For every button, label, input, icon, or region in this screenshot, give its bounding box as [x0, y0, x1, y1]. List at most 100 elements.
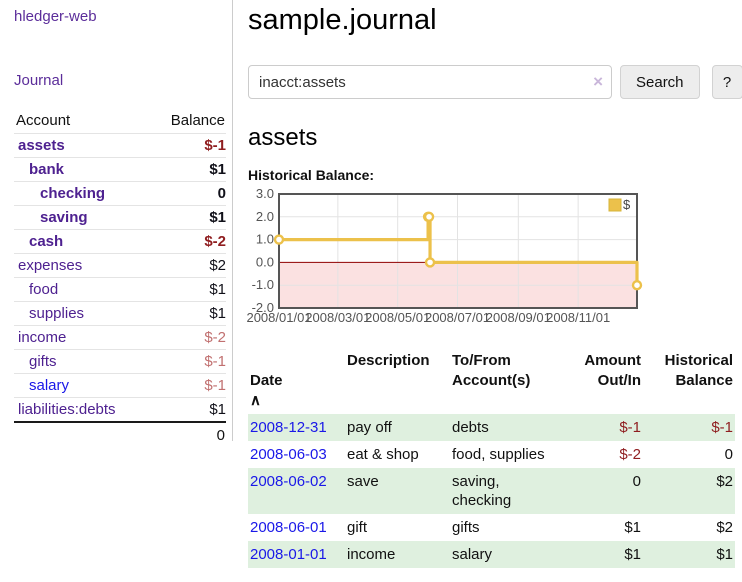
account-link-gifts[interactable]: gifts — [29, 353, 57, 370]
account-link-cash[interactable]: cash — [29, 233, 64, 250]
transaction-balance: $-1 — [711, 419, 733, 437]
svg-text:2008/05/01: 2008/05/01 — [365, 310, 430, 325]
transaction-balance: $1 — [716, 546, 733, 564]
svg-text:1.0: 1.0 — [256, 232, 274, 247]
transaction-date-link[interactable]: 2008-12-31 — [250, 419, 327, 437]
app-brand: hledger-web — [14, 8, 226, 25]
account-balance: $-1 — [204, 137, 226, 154]
transaction-date-link[interactable]: 2008-06-02 — [250, 473, 327, 491]
account-balance: $1 — [209, 209, 226, 226]
account-link-liabilities-debts[interactable]: liabilities:debts — [18, 401, 116, 418]
search-button[interactable]: Search — [620, 65, 700, 100]
account-link-saving[interactable]: saving — [40, 209, 88, 226]
account-row-checking: checking 0 — [14, 181, 226, 206]
chart-container: 2008/01/01 2008/03/01 2008/05/01 2008/07/01… — [246, 186, 742, 329]
sort-ascending-icon: ∧ — [250, 392, 261, 410]
account-link-bank[interactable]: bank — [29, 161, 65, 178]
account-balance: $1 — [209, 305, 226, 322]
transaction-accounts: debts — [452, 419, 489, 437]
accounts-total-row: 0 — [14, 422, 226, 447]
account-link-checking[interactable]: checking — [40, 185, 106, 202]
account-balance: $2 — [209, 257, 226, 274]
svg-text:2008/01/01: 2008/01/01 — [246, 310, 311, 325]
account-row-expenses: expenses $2 — [14, 253, 226, 278]
svg-text:2008/07/01: 2008/07/01 — [425, 310, 490, 325]
transaction-date-link[interactable]: 2008-06-03 — [250, 446, 327, 464]
svg-text:-1.0: -1.0 — [252, 278, 274, 293]
help-button[interactable]: ? — [711, 65, 742, 100]
accounts-header-balance: Balance — [170, 112, 225, 129]
svg-text:2008/11/01: 2008/11/01 — [546, 310, 610, 325]
register-table: Date ∧ Description To/From Account(s) Am… — [248, 348, 735, 569]
register-row: 2008-12-31 pay off debts $-1 $-1 — [248, 414, 735, 442]
page: hledger-web Journal Account Balance asse… — [0, 0, 742, 569]
account-row-assets: assets $-1 — [14, 133, 226, 158]
register-header-amount: Amount Out/In — [584, 352, 641, 390]
account-link-expenses[interactable]: expenses — [18, 257, 83, 274]
date-header-label: Date — [250, 372, 283, 390]
account-row-income: income $-2 — [14, 325, 226, 350]
account-row-bank: bank $1 — [14, 157, 226, 182]
transaction-accounts: gifts — [452, 519, 480, 537]
account-row-cash: cash $-2 — [14, 229, 226, 254]
transaction-balance: $2 — [716, 473, 733, 491]
account-row-salary: salary $-1 — [14, 373, 226, 398]
transaction-amount: 0 — [632, 473, 641, 491]
transaction-amount: $1 — [624, 546, 641, 564]
svg-text:$: $ — [623, 197, 631, 212]
account-balance: $-1 — [204, 353, 226, 370]
account-link-assets[interactable]: assets — [18, 137, 65, 154]
register-header-balance: Historical Balance — [664, 352, 733, 390]
account-row-saving: saving $1 — [14, 205, 226, 230]
account-balance: $1 — [209, 401, 226, 418]
transaction-description: pay off — [347, 419, 392, 437]
transaction-description: eat & shop — [347, 446, 419, 464]
transaction-description: save — [347, 473, 379, 491]
transaction-accounts: food, supplies — [452, 446, 545, 464]
account-link-food[interactable]: food — [29, 281, 59, 298]
sidebar: hledger-web Journal Account Balance asse… — [0, 0, 233, 444]
main-content: sample.journal × Search ? assets Histori… — [233, 0, 742, 569]
transaction-accounts: saving, checking — [452, 473, 512, 510]
account-link-supplies[interactable]: supplies — [29, 305, 85, 322]
account-link-salary[interactable]: salary — [29, 377, 70, 394]
account-balance: $-2 — [204, 233, 226, 250]
transaction-date-link[interactable]: 2008-01-01 — [250, 546, 327, 564]
svg-text:-2.0: -2.0 — [252, 300, 274, 315]
register-row: 2008-06-01 gift gifts $1 $2 — [248, 514, 735, 541]
account-balance: $1 — [209, 281, 226, 298]
clear-search-icon[interactable]: × — [593, 72, 603, 92]
register-row: 2008-01-01 income salary $1 $1 — [248, 541, 735, 569]
transaction-balance: $2 — [716, 519, 733, 537]
nav-journal: Journal — [14, 72, 226, 89]
search-form: × Search ? — [248, 65, 742, 100]
transaction-description: income — [347, 546, 396, 564]
transaction-description: gift — [347, 519, 368, 537]
transaction-balance: 0 — [724, 446, 733, 464]
svg-text:2.0: 2.0 — [256, 209, 274, 224]
account-row-food: food $1 — [14, 277, 226, 302]
account-balance: 0 — [217, 185, 226, 202]
account-link-income[interactable]: income — [18, 329, 67, 346]
search-input[interactable] — [248, 65, 612, 100]
transaction-amount: $1 — [624, 519, 641, 537]
register-header-description: Description — [347, 352, 430, 370]
historical-balance-chart: 2008/01/012008/03/012008/05/012008/07/01… — [246, 186, 643, 325]
register-header-row: Date ∧ Description To/From Account(s) Am… — [248, 348, 735, 414]
account-balance: $1 — [209, 161, 226, 178]
accounts-table: Account Balance assets $-1 bank $1 check… — [14, 110, 226, 447]
journal-link[interactable]: Journal — [14, 72, 64, 89]
app-brand-link[interactable]: hledger-web — [14, 8, 97, 25]
register-header-accounts: To/From Account(s) — [452, 352, 531, 390]
account-row-gifts: gifts $-1 — [14, 349, 226, 374]
accounts-total: 0 — [216, 427, 225, 444]
register-header-date[interactable]: Date ∧ — [248, 348, 345, 414]
svg-text:2008/03/01: 2008/03/01 — [305, 310, 370, 325]
transaction-date-link[interactable]: 2008-06-01 — [250, 519, 327, 537]
account-balance: $-2 — [204, 329, 226, 346]
svg-text:3.0: 3.0 — [256, 186, 274, 201]
register-row: 2008-06-03 eat & shop food, supplies $-2… — [248, 441, 735, 468]
page-title: sample.journal — [248, 4, 437, 36]
transaction-amount: $-2 — [619, 446, 641, 464]
accounts-header-row: Account Balance — [14, 110, 226, 134]
